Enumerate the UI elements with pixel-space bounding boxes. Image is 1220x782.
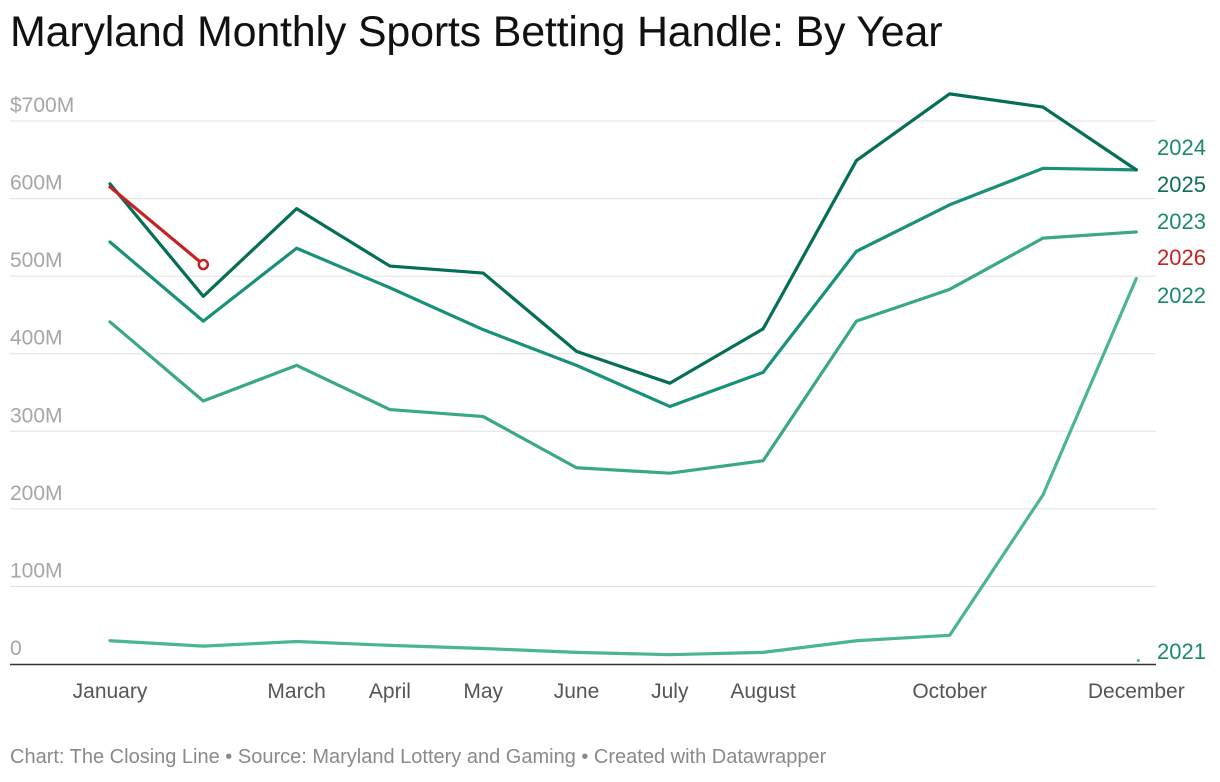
y-tick-label: 0 bbox=[10, 637, 22, 660]
series-lines bbox=[108, 92, 1140, 663]
x-tick-label: May bbox=[463, 680, 503, 703]
series-label-2023: 2023 bbox=[1157, 209, 1206, 234]
x-tick-label: March bbox=[267, 680, 325, 703]
series-label-2022: 2022 bbox=[1157, 283, 1206, 308]
x-tick-label: October bbox=[912, 680, 987, 703]
y-tick-label: 500M bbox=[10, 249, 63, 272]
x-tick-label: January bbox=[73, 680, 148, 703]
series-label-2025: 2025 bbox=[1157, 172, 1206, 197]
x-tick-label: July bbox=[651, 680, 689, 703]
series-label-2026: 2026 bbox=[1157, 245, 1206, 270]
y-axis: $700M 600M 500M 400M 300M 200M 100M 0 bbox=[10, 94, 1156, 666]
gridlines bbox=[10, 120, 1156, 587]
y-tick-label: 100M bbox=[10, 559, 63, 582]
x-tick-label: April bbox=[369, 680, 411, 703]
series-line-2025 bbox=[108, 92, 1138, 385]
y-tick-label: $700M bbox=[10, 94, 74, 117]
y-tick-label: 600M bbox=[10, 172, 63, 195]
series-labels: 2021 2022 2023 2024 2025 2026 bbox=[1157, 135, 1206, 664]
x-tick-label: June bbox=[554, 680, 600, 703]
series-point-2021 bbox=[1136, 658, 1140, 663]
x-tick-label: August bbox=[730, 680, 796, 703]
series-label-2021: 2021 bbox=[1157, 639, 1206, 664]
chart-title: Maryland Monthly Sports Betting Handle: … bbox=[10, 8, 943, 56]
series-endpoint-2026 bbox=[197, 258, 210, 271]
series-line-2026 bbox=[108, 185, 205, 267]
series-label-2024: 2024 bbox=[1157, 135, 1206, 160]
y-tick-label: 200M bbox=[10, 482, 63, 505]
x-tick-label: December bbox=[1088, 680, 1185, 703]
y-tick-label: 400M bbox=[10, 327, 63, 350]
chart-footer: Chart: The Closing Line • Source: Maryla… bbox=[10, 746, 827, 768]
series-line-2023 bbox=[108, 230, 1138, 475]
x-axis: January March April May June July August Octobe… bbox=[73, 680, 1185, 703]
series-line-2022 bbox=[108, 276, 1138, 657]
y-tick-label: 300M bbox=[10, 404, 63, 427]
series-line-2024 bbox=[108, 166, 1138, 409]
